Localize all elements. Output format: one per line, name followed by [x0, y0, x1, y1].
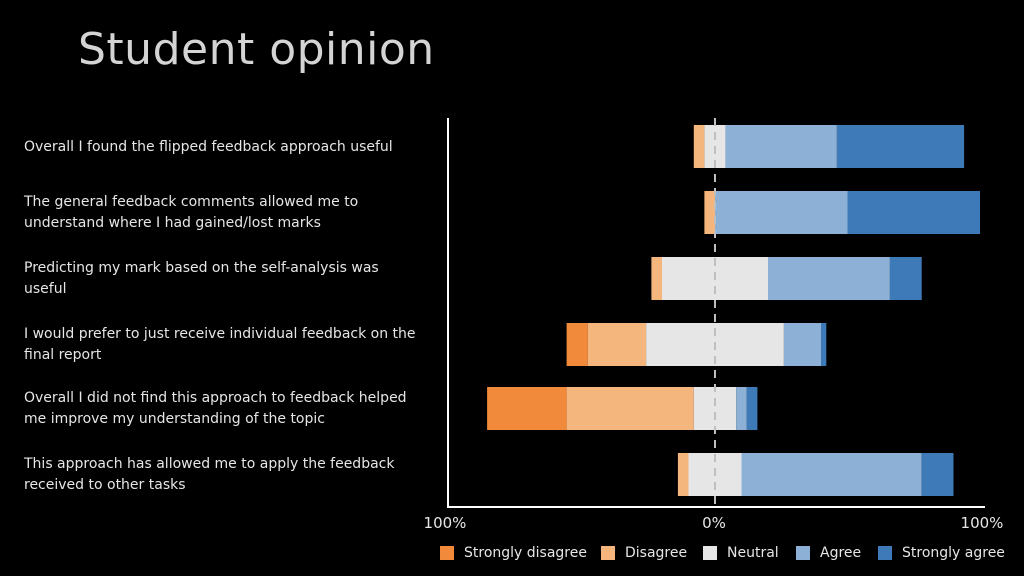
x-tick-label-left: 100%: [424, 514, 467, 532]
bar-strongly-agree-q1: [836, 125, 965, 168]
bar-strongly-agree-q2: [847, 191, 980, 234]
x-tick-label-center: 0%: [702, 514, 726, 532]
bar-agree-q2: [715, 191, 848, 234]
question-label-4: I would prefer to just receive individua…: [24, 326, 416, 363]
bar-disagree-q1: [693, 125, 705, 168]
legend-swatch-strongly-agree: [878, 546, 892, 560]
bar-agree-q3: [768, 257, 890, 300]
legend-swatch-strongly-disagree: [440, 546, 454, 560]
bar-disagree-q4: [587, 323, 647, 366]
bar-strongly-disagree-q4: [566, 323, 588, 366]
bar-strongly-agree-q5: [746, 387, 758, 430]
bar-agree-q6: [741, 453, 922, 496]
x-tick-label-right: 100%: [961, 514, 1004, 532]
bar-strongly-agree-q6: [921, 453, 954, 496]
bar-strongly-agree-q4: [821, 323, 827, 366]
bar-agree-q5: [736, 387, 747, 430]
question-label-1: Overall I found the flipped feedback app…: [24, 139, 393, 155]
question-label-5: Overall I did not find this approach to …: [24, 390, 407, 427]
question-label-6: This approach has allowed me to apply th…: [24, 456, 395, 493]
bars-group: [487, 125, 980, 496]
legend-label-agree: Agree: [820, 545, 862, 561]
bar-strongly-agree-q3: [889, 257, 922, 300]
bar-agree-q4: [783, 323, 821, 366]
bar-disagree-q2: [704, 191, 715, 234]
page-title: Student opinion: [78, 24, 435, 75]
legend-label-disagree: Disagree: [625, 545, 688, 561]
bar-agree-q1: [725, 125, 837, 168]
legend-swatch-agree: [796, 546, 810, 560]
bar-disagree-q3: [651, 257, 662, 300]
legend-label-strongly-disagree: Strongly disagree: [464, 545, 587, 561]
bar-neutral-q5: [693, 387, 737, 430]
bar-disagree-q6: [677, 453, 689, 496]
legend-label-strongly-agree: Strongly agree: [902, 545, 1005, 561]
legend-swatch-neutral: [703, 546, 717, 560]
bar-disagree-q5: [566, 387, 694, 430]
question-label-3: Predicting my mark based on the self-ana…: [24, 260, 379, 297]
bar-strongly-disagree-q5: [487, 387, 567, 430]
question-label-2: The general feedback comments allowed me…: [24, 194, 359, 231]
legend-label-neutral: Neutral: [727, 545, 779, 561]
legend-swatch-disagree: [601, 546, 615, 560]
